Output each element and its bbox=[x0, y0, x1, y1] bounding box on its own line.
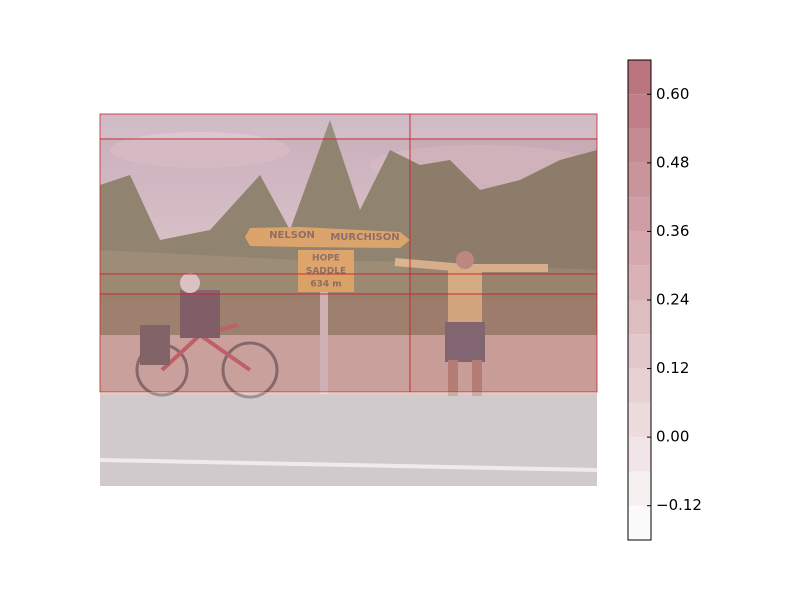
colorbar-tick-label: 0.00 bbox=[656, 428, 689, 446]
heatmap-cell bbox=[409, 113, 598, 140]
colorbar-tick-label: −0.12 bbox=[656, 496, 702, 514]
colorbar-band bbox=[628, 471, 651, 506]
colorbar-tick-label: 0.12 bbox=[656, 359, 689, 377]
colorbar-band bbox=[628, 334, 651, 369]
heatmap-cell bbox=[409, 293, 598, 393]
colorbar-band bbox=[628, 60, 651, 95]
colorbar: −0.12 0.00 0.12 0.24 0.36 0.48 0.60 bbox=[627, 59, 702, 541]
colorbar-band bbox=[628, 265, 651, 300]
colorbar-band bbox=[628, 368, 651, 403]
heatmap-cell bbox=[409, 138, 598, 275]
heatmap-cell bbox=[409, 273, 598, 295]
heatmap-cell bbox=[99, 113, 411, 140]
heatmap-cell bbox=[410, 392, 597, 486]
colorbar-band bbox=[628, 300, 651, 335]
heatmap-cell bbox=[100, 392, 410, 486]
colorbar-band bbox=[628, 505, 651, 540]
heatmap-cell bbox=[99, 273, 411, 295]
colorbar-tick-label: 0.36 bbox=[656, 222, 689, 240]
colorbar-band bbox=[628, 402, 651, 438]
colorbar-band bbox=[628, 437, 651, 472]
colorbar-band bbox=[628, 231, 651, 266]
heatmap-cell bbox=[99, 138, 411, 275]
colorbar-band bbox=[628, 128, 651, 163]
colorbar-tick-label: 0.24 bbox=[656, 291, 689, 309]
colorbar-band bbox=[628, 162, 651, 198]
colorbar-band bbox=[628, 197, 651, 232]
colorbar-tick-label: 0.60 bbox=[656, 85, 689, 103]
heatmap-cell bbox=[99, 293, 411, 393]
colorbar-band bbox=[628, 94, 651, 129]
heatmap bbox=[99, 113, 598, 486]
colorbar-tick-label: 0.48 bbox=[656, 153, 689, 171]
